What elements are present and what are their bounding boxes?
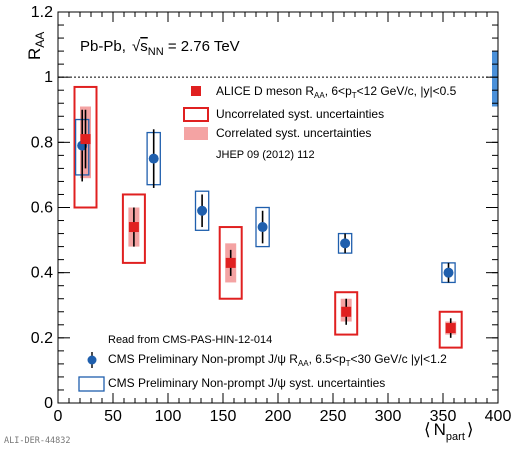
cms-point xyxy=(148,153,159,164)
cms-point xyxy=(257,222,268,233)
watermark: ALI-DER-44832 xyxy=(4,436,71,446)
y-tick-label: 1 xyxy=(44,69,53,86)
cms-syst-box xyxy=(255,206,270,248)
cms-point xyxy=(197,205,208,216)
x-tick-label: 50 xyxy=(104,408,122,425)
cms-syst-box xyxy=(194,190,210,231)
chart-annotation: Pb-Pb, √sNN = 2.76 TeV xyxy=(80,38,240,58)
y-tick-label: 0.2 xyxy=(31,330,53,347)
legend-cms-label: CMS Preliminary Non-prompt J/ψ RAA, 6.5<… xyxy=(108,352,447,368)
legend-reference: JHEP 09 (2012) 112 xyxy=(216,149,315,161)
legend-alice-label: ALICE D meson RAA, 6<pT<12 GeV/c, |y|<0.… xyxy=(216,84,457,100)
legend-cms-syst-label: CMS Preliminary Non-prompt J/ψ syst. unc… xyxy=(108,376,385,390)
alice-uncorr-syst-box xyxy=(438,310,463,349)
y-tick-label: 0 xyxy=(44,395,53,412)
legend-corr-label: Correlated syst. uncertainties xyxy=(216,126,371,140)
y-tick-label: 0.8 xyxy=(31,134,53,151)
legend-cms-syst-marker xyxy=(78,376,105,392)
legend-corr-marker xyxy=(184,127,208,140)
alice-uncorr-syst-box xyxy=(73,85,98,209)
x-tick-label: 100 xyxy=(155,408,182,425)
alice-uncorr-syst-box xyxy=(218,226,243,300)
points-layer xyxy=(77,109,456,338)
x-tick-label: 300 xyxy=(375,408,402,425)
legend-uncorr-label: Uncorrelated syst. uncertainties xyxy=(216,107,384,121)
x-tick-label: 350 xyxy=(430,408,457,425)
legend-cms-marker xyxy=(87,355,97,365)
y-axis-label: RAA xyxy=(25,32,47,60)
x-axis-label: ⟨ Npart ⟩ xyxy=(424,420,474,443)
global-uncertainty-box xyxy=(492,51,498,107)
x-tick-label: 200 xyxy=(265,408,292,425)
x-tick-label: 250 xyxy=(320,408,347,425)
y-tick-label: 1.2 xyxy=(31,4,53,21)
reference-line-layer xyxy=(58,51,498,107)
alice-point xyxy=(445,323,456,334)
alice-point xyxy=(225,257,236,268)
legend-alice-marker xyxy=(191,86,201,96)
y-tick-label: 0.6 xyxy=(31,200,53,217)
axes-layer: 0 50 100 150 200 250 300 350 400 0 0.2 0.4 0.6 0.8 1 1.… xyxy=(31,4,512,425)
x-tick-label: 150 xyxy=(210,408,237,425)
legend-bottom-note: Read from CMS-PAS-HIN-12-014 xyxy=(108,334,272,346)
x-tick-label: 400 xyxy=(485,408,512,425)
cms-point xyxy=(340,238,351,249)
alice-point xyxy=(128,222,139,233)
x-tick-label: 0 xyxy=(54,408,63,425)
alice-point xyxy=(341,306,352,317)
alice-point xyxy=(80,134,91,145)
cms-point xyxy=(443,267,454,278)
legend-uncorr-marker xyxy=(183,107,209,122)
alice-uncorr-syst-box xyxy=(334,291,359,336)
y-tick-label: 0.4 xyxy=(31,265,53,282)
alice-uncorr-syst-box xyxy=(121,193,146,264)
legend-layer xyxy=(78,86,209,392)
